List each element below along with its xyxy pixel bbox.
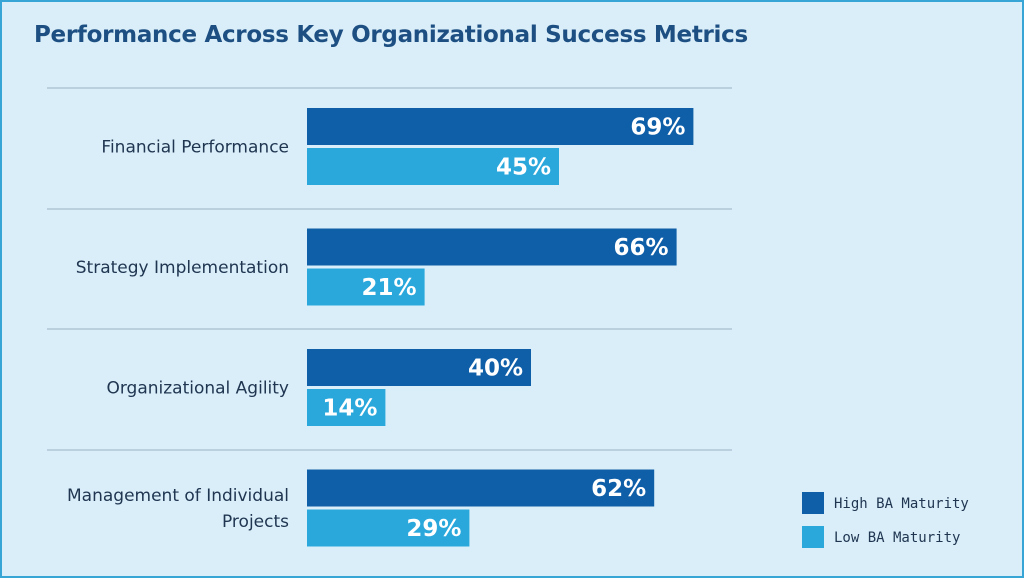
bar-high-ba-maturity [307,108,694,145]
data-label: 21% [362,275,417,301]
legend-label: High BA Maturity [834,496,969,512]
legend-label: Low BA Maturity [834,530,960,546]
legend-swatch [802,492,824,514]
bar-low-ba-maturity [307,389,386,426]
category-label: Projects [222,512,289,532]
bar-high-ba-maturity [307,469,655,507]
legend-swatch [802,526,824,548]
bar-high-ba-maturity [307,228,677,266]
data-label: 29% [406,516,461,542]
category-label: Organizational Agility [106,379,289,399]
bar-high-ba-maturity [307,349,531,386]
data-label: 14% [322,396,377,422]
data-label: 40% [468,356,523,382]
data-label: 45% [496,155,551,181]
bar-low-ba-maturity [307,268,425,306]
data-label: 69% [630,115,685,141]
bar-low-ba-maturity [307,509,470,547]
data-label: 66% [614,235,669,261]
chart-title: Performance Across Key Organizational Su… [34,22,748,48]
data-label: 62% [591,476,646,502]
category-label: Strategy Implementation [76,258,289,278]
bar-low-ba-maturity [307,148,559,185]
category-label: Financial Performance [101,138,289,158]
category-label: Management of Individual [67,486,289,506]
